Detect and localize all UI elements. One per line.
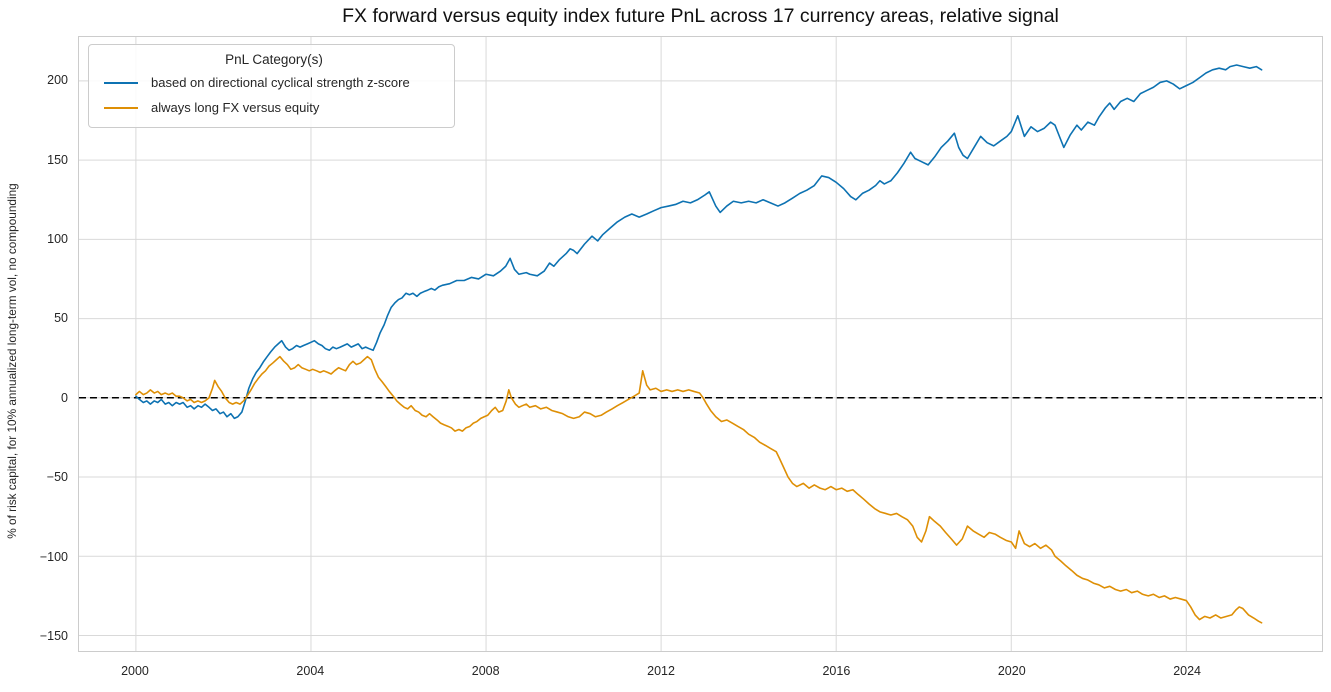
chart-title: FX forward versus equity index future Pn… xyxy=(342,5,1059,27)
y-tick-label: 0 xyxy=(61,390,68,405)
legend: PnL Category(s) based on directional cyc… xyxy=(88,44,455,128)
y-tick-label: −100 xyxy=(39,549,68,564)
legend-swatch-line-orange xyxy=(104,106,138,109)
y-tick-label: 100 xyxy=(47,232,68,246)
plot-area xyxy=(78,36,1323,652)
y-axis-label: % of risk capital, for 10% annualized lo… xyxy=(5,183,19,539)
y-tick-label: −50 xyxy=(46,470,68,485)
x-tick-label: 2020 xyxy=(997,664,1026,678)
x-tick-label: 2016 xyxy=(822,664,851,678)
y-tick-label: 50 xyxy=(54,311,68,326)
legend-label: based on directional cyclical strength z… xyxy=(151,75,410,90)
x-tick-label: 2000 xyxy=(121,664,149,678)
legend-item: based on directional cyclical strength z… xyxy=(104,70,444,95)
x-tick-label: 2012 xyxy=(647,664,675,678)
legend-label: always long FX versus equity xyxy=(151,100,320,115)
x-tick-label: 2004 xyxy=(296,664,325,678)
legend-title: PnL Category(s) xyxy=(225,52,323,67)
x-tick-label: 2008 xyxy=(471,664,500,678)
legend-swatch-line-blue xyxy=(104,81,138,84)
x-tick-label: 2024 xyxy=(1173,664,1201,678)
y-tick-label: −150 xyxy=(39,629,68,644)
y-tick-label: 200 xyxy=(47,73,68,88)
series-line-0 xyxy=(135,64,1263,420)
y-tick-label: 150 xyxy=(47,152,68,167)
series-line-1 xyxy=(135,355,1263,624)
legend-item: always long FX versus equity xyxy=(104,95,444,120)
